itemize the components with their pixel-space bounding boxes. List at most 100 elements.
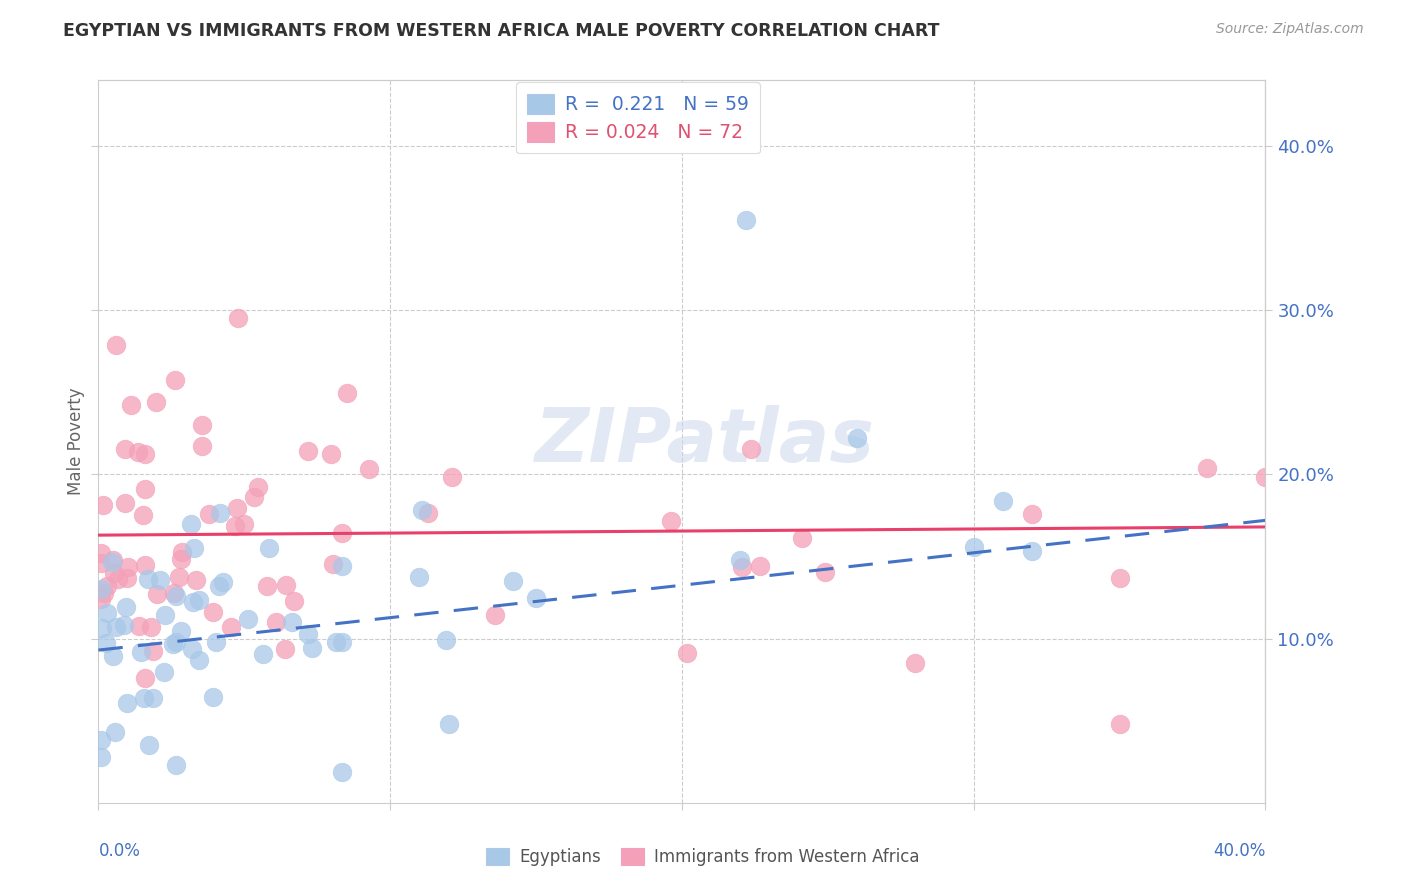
Point (129, 645, 152, 659)
Point (103, 648, 125, 663)
Point (211, 575, 233, 590)
Point (188, 592, 211, 607)
Point (740, 442, 762, 456)
Point (252, 647, 274, 661)
Point (134, 690, 156, 705)
Point (274, 578, 297, 592)
Point (330, 765, 353, 780)
Point (676, 646, 699, 660)
Point (502, 574, 524, 588)
Point (731, 560, 754, 574)
Point (233, 516, 256, 531)
Point (243, 490, 266, 504)
Text: ZIPatlas: ZIPatlas (536, 405, 876, 478)
Point (1021, 507, 1043, 521)
Point (208, 506, 231, 520)
Point (165, 373, 187, 387)
Point (191, 439, 214, 453)
Point (141, 620, 163, 634)
Point (330, 526, 353, 541)
Point (90, 732, 112, 747)
Point (165, 758, 187, 772)
Point (846, 431, 869, 445)
Point (730, 553, 752, 567)
Point (205, 635, 228, 649)
Point (170, 624, 193, 639)
Point (322, 558, 344, 572)
Point (114, 496, 136, 510)
Point (169, 570, 191, 584)
Point (1108, 571, 1130, 585)
Point (332, 558, 354, 573)
Legend: R =  0.221   N = 59, R = 0.024   N = 72: R = 0.221 N = 59, R = 0.024 N = 72 (516, 82, 761, 153)
Point (321, 447, 343, 461)
Point (228, 311, 250, 326)
Point (201, 690, 224, 705)
Point (96, 579, 118, 593)
Point (411, 502, 433, 516)
Point (142, 644, 165, 658)
Point (91, 621, 114, 635)
Point (735, 212, 758, 227)
Point (790, 531, 813, 545)
Point (91, 498, 114, 512)
Point (814, 565, 837, 579)
Point (1108, 717, 1130, 731)
Point (90, 556, 112, 570)
Point (145, 587, 167, 601)
Point (226, 501, 249, 516)
Point (256, 579, 278, 593)
Point (162, 637, 184, 651)
Point (748, 558, 770, 573)
Point (330, 634, 353, 648)
Point (301, 640, 323, 655)
Legend: Egyptians, Immigrants from Western Africa: Egyptians, Immigrants from Western Afric… (478, 840, 928, 875)
Point (297, 627, 319, 641)
Point (153, 607, 176, 622)
Y-axis label: Male Poverty: Male Poverty (66, 388, 84, 495)
Point (1313, 426, 1336, 441)
Point (962, 540, 984, 554)
Point (524, 591, 547, 606)
Point (128, 619, 150, 633)
Point (187, 653, 209, 667)
Point (219, 620, 242, 634)
Point (90, 749, 112, 764)
Point (224, 519, 246, 533)
Point (208, 579, 231, 593)
Point (90, 545, 112, 559)
Point (1195, 461, 1218, 475)
Text: Source: ZipAtlas.com: Source: ZipAtlas.com (1216, 22, 1364, 37)
Point (145, 395, 167, 409)
Point (149, 573, 172, 587)
Point (93, 586, 115, 600)
Point (991, 494, 1014, 508)
Point (408, 570, 430, 584)
Point (165, 635, 187, 649)
Point (336, 386, 359, 401)
Point (134, 447, 156, 461)
Text: EGYPTIAN VS IMMIGRANTS FROM WESTERN AFRICA MALE POVERTY CORRELATION CHART: EGYPTIAN VS IMMIGRANTS FROM WESTERN AFRI… (63, 22, 939, 40)
Point (170, 552, 193, 566)
Point (112, 618, 135, 632)
Point (1254, 470, 1277, 484)
Point (103, 553, 125, 567)
Point (94, 636, 117, 650)
Point (1021, 544, 1043, 558)
Point (183, 594, 205, 608)
Point (281, 615, 304, 629)
Point (115, 600, 138, 615)
Point (104, 724, 127, 739)
Point (297, 443, 319, 458)
Point (283, 594, 305, 608)
Point (103, 566, 125, 580)
Point (90, 582, 112, 596)
Point (114, 442, 136, 457)
Point (904, 656, 927, 670)
Point (134, 671, 156, 685)
Point (440, 470, 463, 484)
Point (90, 592, 112, 607)
Point (484, 608, 506, 623)
Point (659, 514, 682, 528)
Point (190, 418, 212, 433)
